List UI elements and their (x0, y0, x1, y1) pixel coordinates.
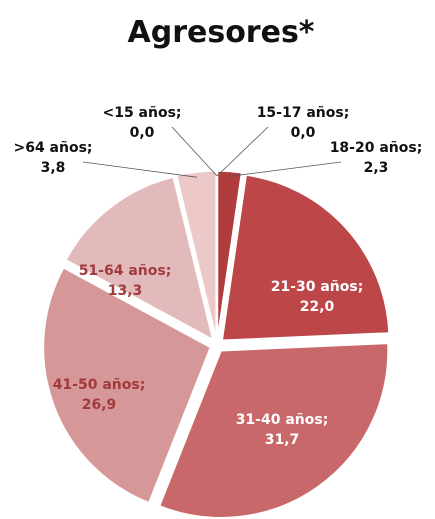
pie-slice-51-64-anos (64, 176, 214, 341)
pie-slice-64-anos (175, 170, 217, 339)
slice-label-21-30-anos: 21-30 años; 22,0 (271, 279, 364, 315)
pie-slice-31-40-anos (158, 342, 389, 519)
slice-label-31-40-anos: 31-40 años; 31,7 (236, 412, 329, 448)
slice-label-64-anos: >64 años; 3,8 (13, 140, 92, 176)
slice-label-41-50-anos: 41-50 años; 26,9 (53, 377, 146, 413)
chart-title: Agresores* (128, 15, 315, 50)
slice-label-51-64-anos: 51-64 años; 13,3 (79, 263, 172, 299)
pie-slices (42, 170, 390, 519)
pie-slice-21-30-anos (221, 174, 390, 342)
leader-line-15-anos (171, 126, 218, 177)
slice-label-15-17-anos: 15-17 años; 0,0 (257, 105, 350, 141)
leader-line-64-anos (82, 161, 197, 178)
leader-lines (82, 126, 342, 178)
pie-slice-41-50-anos (42, 266, 212, 504)
slice-labels: <15 años; 0,0 15-17 años; 0,018-20 años; 2,3… (13, 105, 422, 448)
leader-line-15-17-anos (216, 126, 269, 177)
leader-line-18-20-anos (229, 161, 342, 177)
slice-label-18-20-anos: 18-20 años; 2,3 (330, 140, 423, 176)
slice-label-15-anos: <15 años; 0,0 (102, 105, 181, 141)
pie-slice-18-20-anos (216, 170, 243, 339)
